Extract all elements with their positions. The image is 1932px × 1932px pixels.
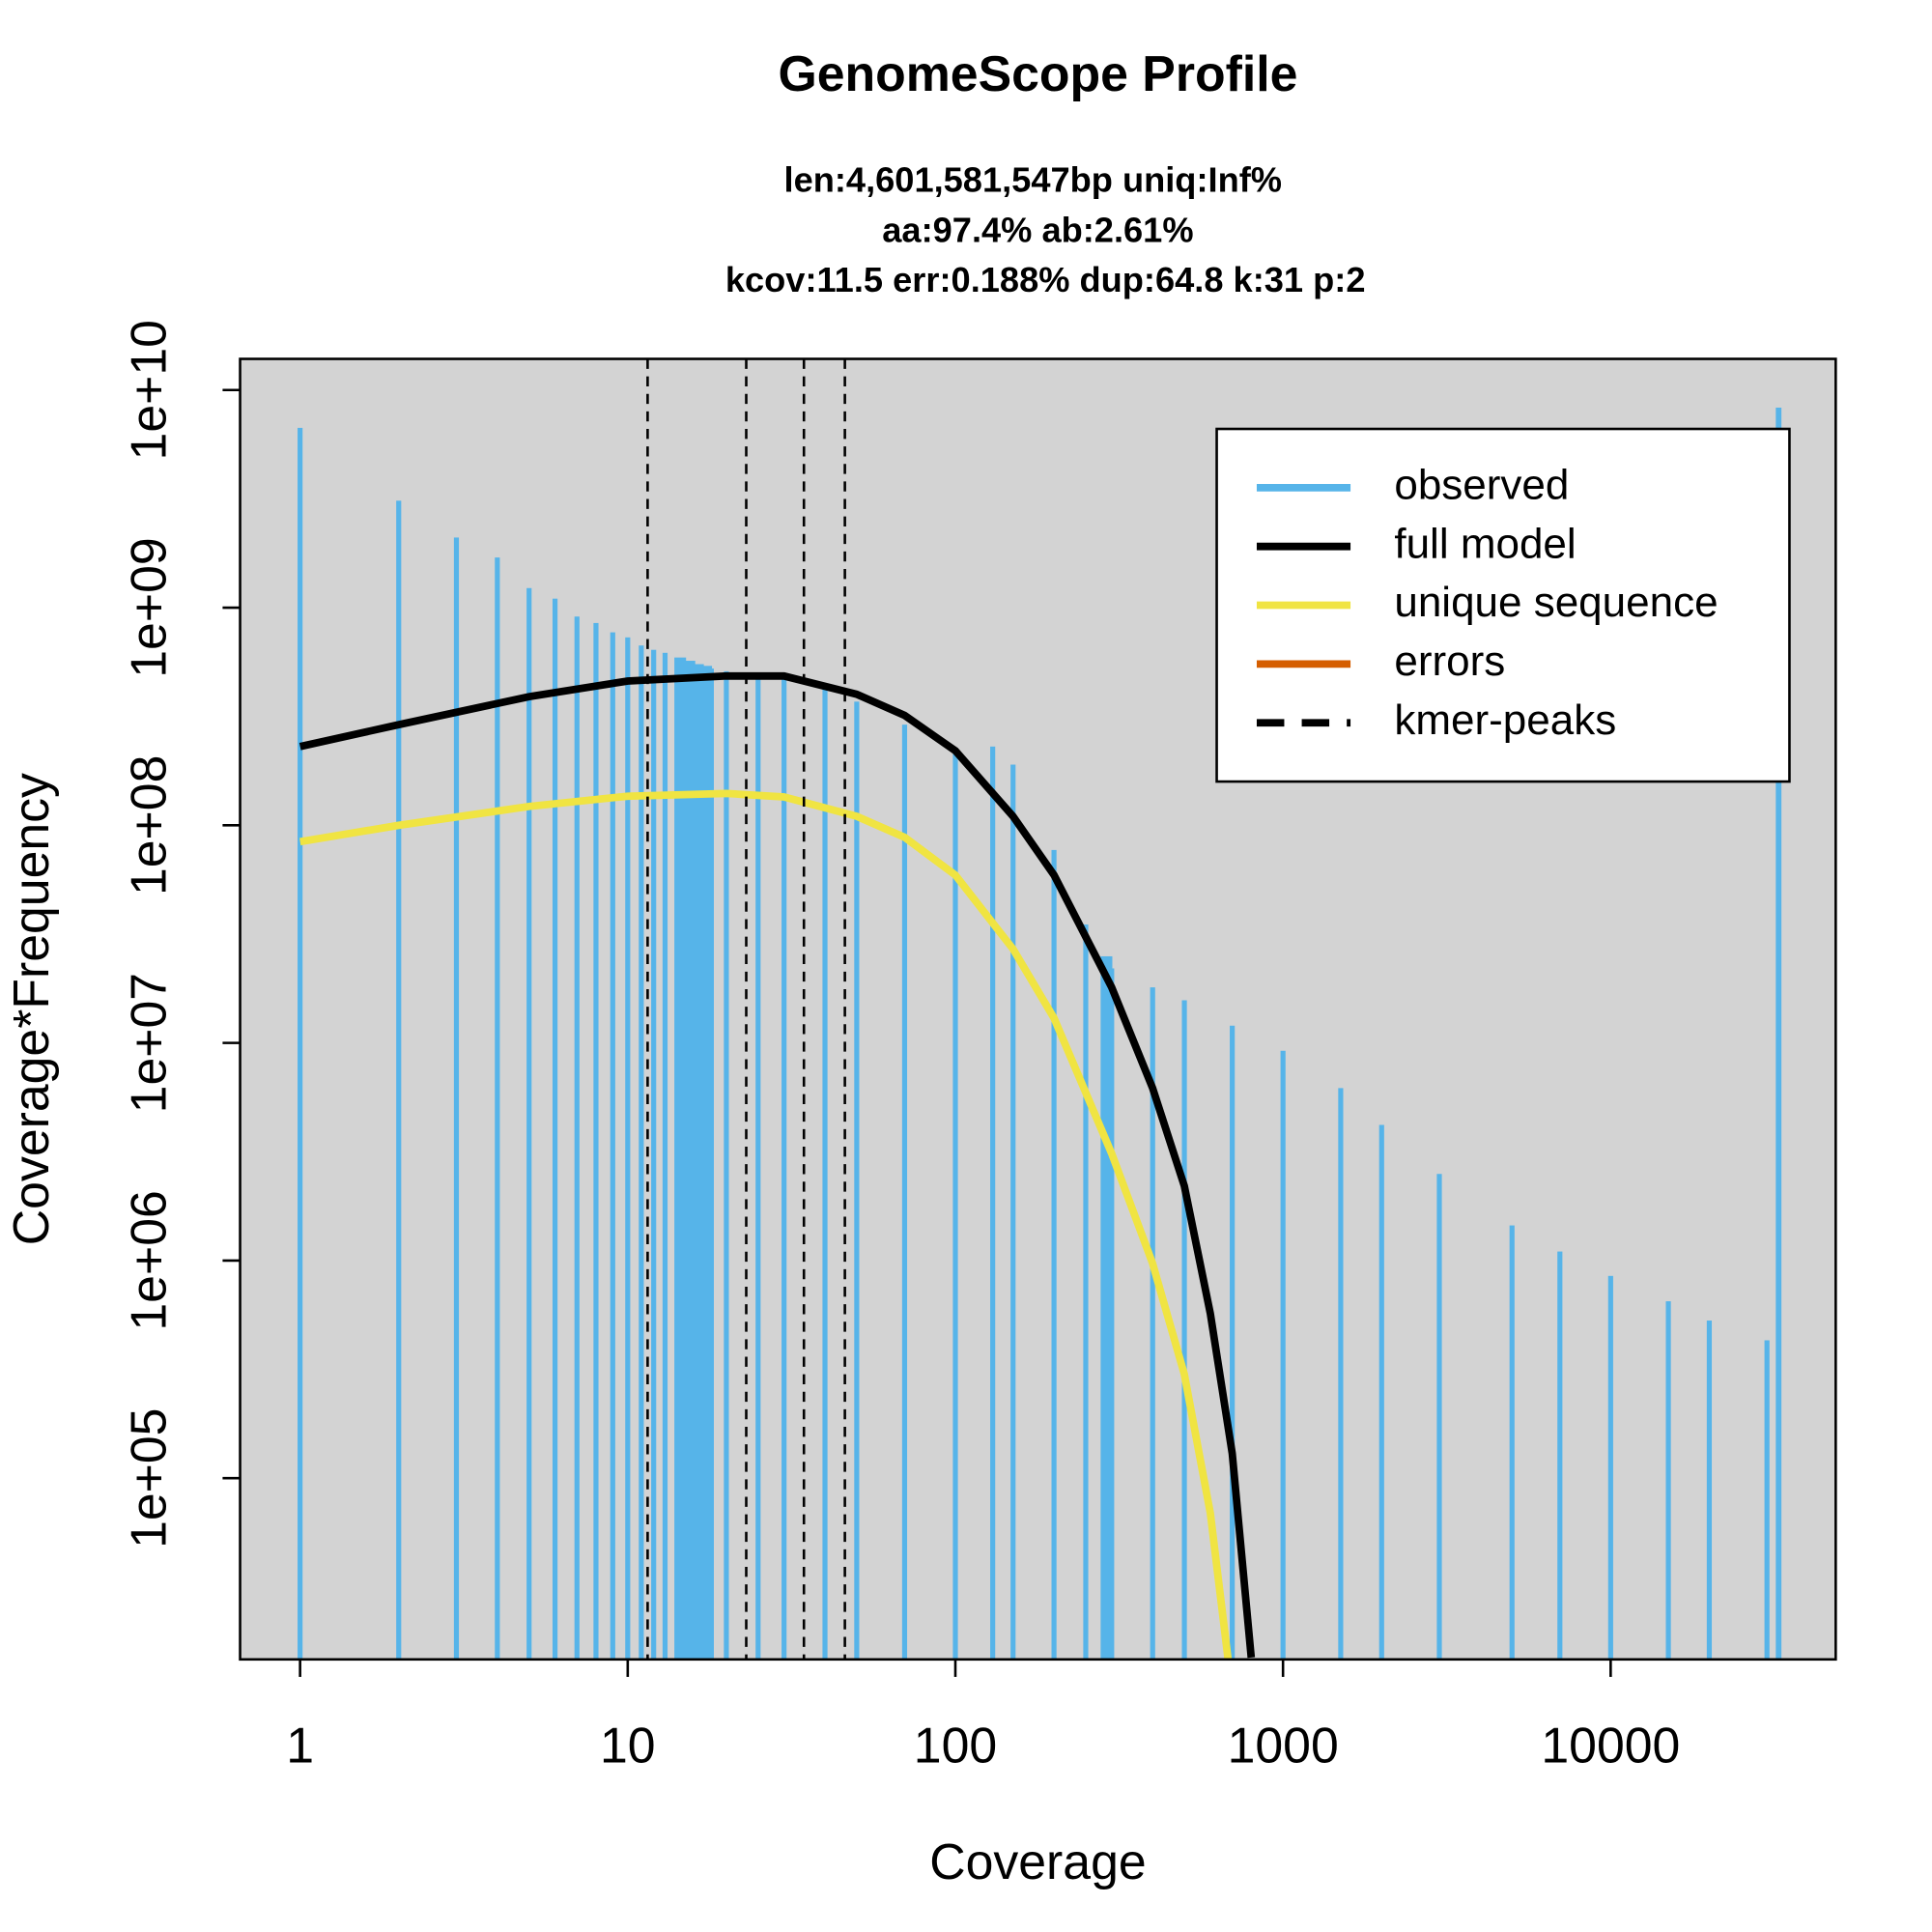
observed-bar [901, 724, 908, 1660]
x-axis-label: Coverage [929, 1833, 1146, 1889]
x-tick-label: 10000 [1541, 1718, 1680, 1774]
observed-bar [1010, 764, 1016, 1660]
x-tick-label: 10 [600, 1718, 656, 1774]
observed-bar [593, 622, 599, 1660]
axes: 1 10 100 1000 10000 1e+05 1e+06 1e+07 1e+08 1e+09… [121, 320, 1837, 1774]
observed-bar [1280, 1050, 1286, 1660]
observed-bar [552, 598, 558, 1660]
observed-bar [1150, 987, 1155, 1660]
observed-bar [1436, 1174, 1442, 1660]
observed-bar [298, 427, 303, 1660]
x-tick-label: 100 [914, 1718, 997, 1774]
observed-bar [495, 557, 500, 1660]
observed-bar [1509, 1225, 1515, 1660]
legend-label: errors [1394, 638, 1505, 685]
plot-marks [298, 358, 1782, 1660]
observed-bar [610, 632, 615, 1660]
chart-title: GenomeScope Profile [778, 45, 1297, 101]
observed-bar [822, 687, 828, 1660]
observed-bar [1181, 1000, 1187, 1660]
observed-bar [755, 674, 761, 1660]
y-tick-label: 1e+05 [121, 1408, 177, 1548]
observed-bar [625, 637, 631, 1660]
observed-bar [453, 537, 460, 1660]
legend-label: observed [1394, 461, 1569, 508]
observed-bar [684, 661, 696, 1660]
observed-bar [724, 670, 729, 1660]
subtitle: aa:97.4% ab:2.61% [882, 210, 1193, 249]
observed-bar [1378, 1124, 1384, 1660]
plot-frame [239, 357, 1837, 1662]
legend: observed full model unique sequence errors k… [1215, 427, 1791, 783]
observed-bar [952, 751, 958, 1660]
observed-bar [674, 657, 687, 1660]
legend-label: unique sequence [1394, 579, 1718, 626]
y-tick-label: 1e+09 [121, 537, 177, 677]
observed-bar [1607, 1275, 1613, 1660]
observed-bar [1338, 1088, 1344, 1660]
observed-bar [1230, 1025, 1236, 1660]
observed-bar [526, 587, 532, 1660]
y-axis-label: Coverage*Frequency [3, 773, 59, 1245]
y-tick-label: 1e+06 [121, 1190, 177, 1330]
observed-bar [1051, 849, 1057, 1660]
y-tick-label: 1e+08 [121, 755, 177, 895]
observed-bar [1776, 407, 1782, 1660]
observed-bar [651, 649, 657, 1660]
observed-bar [574, 616, 580, 1660]
observed-bar [1764, 1340, 1770, 1660]
legend-label: full model [1394, 520, 1576, 567]
legend-label: kmer-peaks [1394, 696, 1616, 744]
observed-bar [1557, 1251, 1563, 1660]
observed-bar [396, 500, 402, 1660]
observed-bar [662, 652, 668, 1660]
observed-bar [1083, 924, 1089, 1660]
y-tick-label: 1e+07 [121, 973, 177, 1113]
model-line [298, 671, 1256, 1659]
x-tick-label: 1 [286, 1718, 314, 1774]
observed-bar [693, 664, 704, 1660]
observed-bar [990, 746, 996, 1660]
observed-bar [1706, 1321, 1713, 1660]
observed-bar [854, 701, 860, 1660]
observed-bar [1109, 968, 1115, 1660]
x-tick-label: 1000 [1228, 1718, 1339, 1774]
observed-bar [708, 668, 714, 1660]
subtitle: len:4,601,581,547bp uniq:Inf% [784, 160, 1282, 200]
observed-bar [1665, 1301, 1671, 1660]
subtitle: kcov:11.5 err:0.188% dup:64.8 k:31 p:2 [725, 260, 1366, 299]
model-line [299, 789, 1233, 1660]
observed-bar [781, 678, 787, 1660]
observed-bar [701, 666, 713, 1660]
y-tick-label: 1e+10 [121, 320, 177, 460]
observed-bar [639, 645, 644, 1660]
